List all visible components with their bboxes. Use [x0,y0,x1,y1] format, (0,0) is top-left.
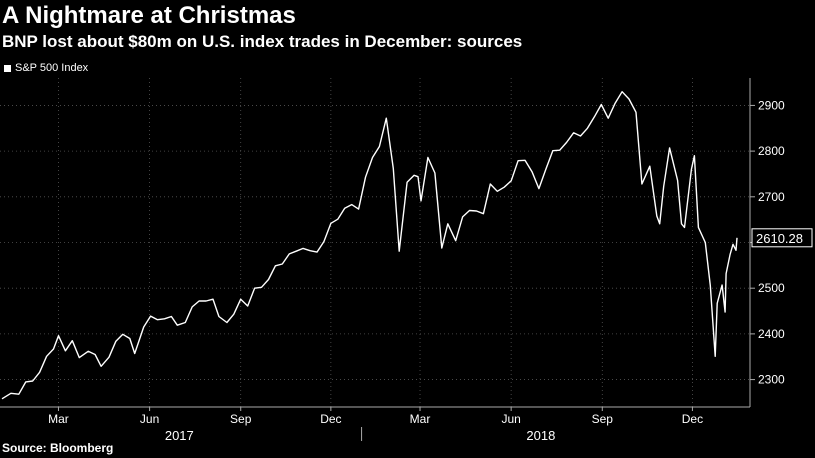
x-tick-label: Dec [682,412,703,426]
legend: S&P 500 Index [4,62,88,74]
x-tick-label: Mar [48,412,69,426]
y-tick-label: 2800 [758,144,785,158]
y-tick-label: 2400 [758,327,785,341]
last-value-label: 2610.28 [756,231,803,246]
source-note: Source: Bloomberg [2,441,114,455]
y-tick-label: 2900 [758,98,785,112]
x-tick-label: Jun [140,412,159,426]
x-year-label: 2018 [526,428,555,443]
y-tick-label: 2300 [758,373,785,387]
legend-swatch [4,64,11,72]
x-tick-label: Sep [592,412,614,426]
x-tick-label: Jun [501,412,520,426]
series-line-sp500 [1,90,738,400]
x-tick-label: Mar [410,412,431,426]
x-year-label: 2017 [165,428,194,443]
grid [0,78,750,407]
legend-label: S&P 500 Index [15,62,89,74]
chart-title: A Nightmare at Christmas [2,2,296,29]
axes [0,78,755,441]
x-tick-label: Sep [230,412,252,426]
last-value-box [751,228,813,248]
series-group [1,90,738,400]
y-tick-label: 2500 [758,281,785,295]
y-tick-label: 2700 [758,190,785,204]
x-tick-label: Dec [320,412,341,426]
chart-subtitle: BNP lost about $80m on U.S. index trades… [2,32,523,51]
axis-labels: 2300240025002600270028002900MarJunSepDec… [48,98,813,443]
